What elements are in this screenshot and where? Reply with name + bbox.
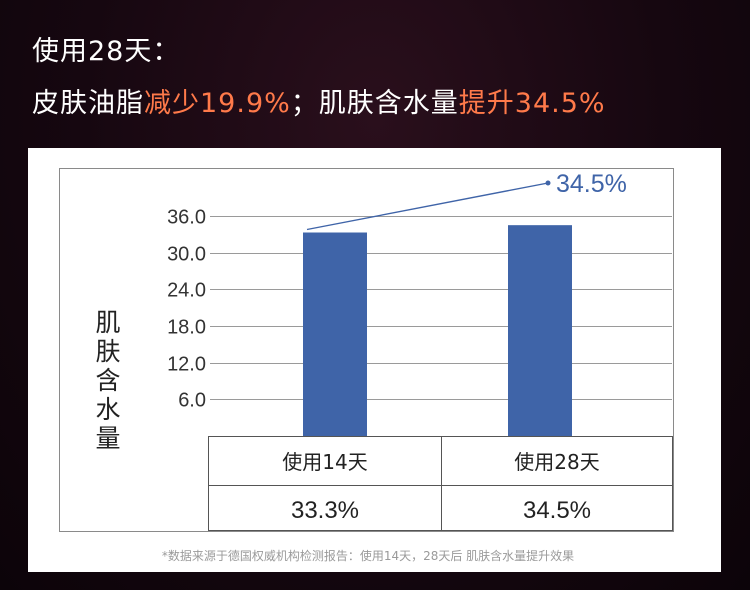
footnote: *数据来源于德国权威机构检测报告：使用14天，28天后 肌肤含水量提升效果 — [162, 548, 574, 563]
headline-highlight-oil-reduction: 减少19.9% — [144, 88, 291, 119]
bar-14-days — [303, 232, 367, 436]
bar-28-days — [508, 225, 572, 436]
y-axis-label-char: 量 — [95, 424, 120, 453]
headline-text-hydration: ；肌肤含水量 — [290, 88, 459, 119]
table-value-28-days: 34.5% — [523, 497, 591, 524]
headline-line-2: 皮肤油脂减少19.9%；肌肤含水量提升34.5% — [32, 86, 606, 122]
y-tick-label-1: 30.0 — [167, 244, 206, 266]
bars — [303, 225, 572, 436]
y-tick-label-2: 24.0 — [167, 280, 206, 302]
y-tick-label-3: 18.0 — [167, 317, 206, 339]
grid-lines — [210, 216, 672, 400]
headline: 使用28天： 皮肤油脂减少19.9%；肌肤含水量提升34.5% — [32, 34, 606, 122]
data-table: 使用14天 使用28天 33.3% 34.5% — [208, 436, 673, 531]
hydration-chart: 36.0 30.0 24.0 18.0 12.0 6.0 34.5% 肌肤含水量 使用14… — [59, 168, 674, 563]
headline-line-1: 使用28天： — [32, 36, 181, 67]
chart-frame — [59, 168, 674, 532]
chart-card: 36.0 30.0 24.0 18.0 12.0 6.0 34.5% 肌肤含水量 使用14… — [28, 148, 721, 572]
y-axis-label-char: 肤 — [95, 337, 120, 366]
y-axis-label-char: 含 — [95, 366, 120, 395]
table-value-14-days: 33.3% — [291, 497, 359, 524]
y-axis-label-char: 水 — [95, 395, 120, 424]
y-tick-label-4: 12.0 — [167, 354, 206, 376]
trend-line — [306, 182, 549, 231]
table-header-28-days: 使用28天 — [514, 450, 599, 474]
y-axis-ticks: 36.0 30.0 24.0 18.0 12.0 6.0 — [167, 207, 206, 412]
table-header-14-days: 使用14天 — [282, 450, 367, 474]
y-axis-label: 肌肤含水量 — [95, 308, 120, 453]
y-tick-label-5: 6.0 — [178, 390, 206, 412]
data-table-border — [208, 436, 673, 531]
trend-endpoint-marker — [545, 180, 551, 186]
headline-text-oil: 皮肤油脂 — [32, 88, 144, 119]
trend-annotation-label: 34.5% — [556, 170, 627, 198]
headline-highlight-hydration-increase: 提升34.5% — [458, 88, 606, 119]
trend-annotation: 34.5% — [306, 170, 627, 231]
y-tick-label-0: 36.0 — [167, 207, 206, 229]
y-axis-label-char: 肌 — [95, 308, 120, 337]
